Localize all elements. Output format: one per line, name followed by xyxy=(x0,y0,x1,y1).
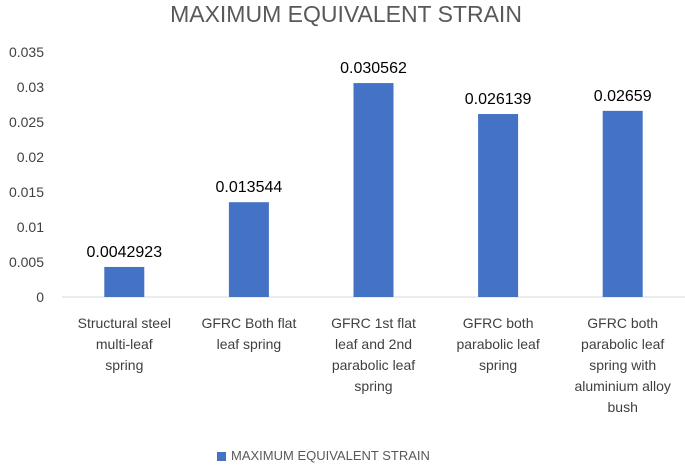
x-tick-label: GFRC Both flat leaf spring xyxy=(201,315,296,352)
bar xyxy=(228,202,269,297)
y-axis: 0 0.005 0.01 0.015 0.02 0.025 0.03 0.035 xyxy=(9,44,44,305)
data-label: 0.030562 xyxy=(340,60,407,77)
x-tick-label: GFRC both parabolic leaf spring with alumin… xyxy=(574,315,670,415)
y-tick-label: 0.02 xyxy=(17,149,44,165)
y-tick-label: 0.01 xyxy=(17,219,44,235)
y-tick-label: 0.025 xyxy=(9,114,44,130)
data-label: 0.013544 xyxy=(216,179,283,196)
bar xyxy=(602,110,643,298)
legend-label: MAXIMUM EQUIVALENT STRAIN xyxy=(231,448,430,463)
x-tick-label: GFRC 1st flat leaf and 2nd parabolic leaf s… xyxy=(331,315,416,394)
x-tick-label: Structural steel multi-leaf spring xyxy=(78,315,171,373)
data-label: 0.026139 xyxy=(465,91,532,108)
bar xyxy=(353,83,394,297)
y-tick-label: 0 xyxy=(36,289,44,305)
chart-title: MAXIMUM EQUIVALENT STRAIN xyxy=(170,1,522,27)
legend: MAXIMUM EQUIVALENT STRAIN xyxy=(217,448,430,463)
bar xyxy=(104,266,145,297)
y-tick-label: 0.035 xyxy=(9,44,44,60)
legend-swatch xyxy=(217,452,226,461)
x-tick-label: GFRC both parabolic leaf spring xyxy=(456,315,539,373)
x-axis: Structural steel multi-leaf spring GFRC Bot… xyxy=(78,315,671,415)
y-tick-label: 0.005 xyxy=(9,254,44,270)
data-label: 0.0042923 xyxy=(86,244,162,261)
data-label: 0.02659 xyxy=(594,88,652,105)
bars xyxy=(104,83,643,298)
y-tick-label: 0.015 xyxy=(9,184,44,200)
y-tick-label: 0.03 xyxy=(17,79,44,95)
bar xyxy=(478,114,519,297)
data-labels: 0.0042923 0.013544 0.030562 0.026139 0.02659 xyxy=(86,60,651,261)
